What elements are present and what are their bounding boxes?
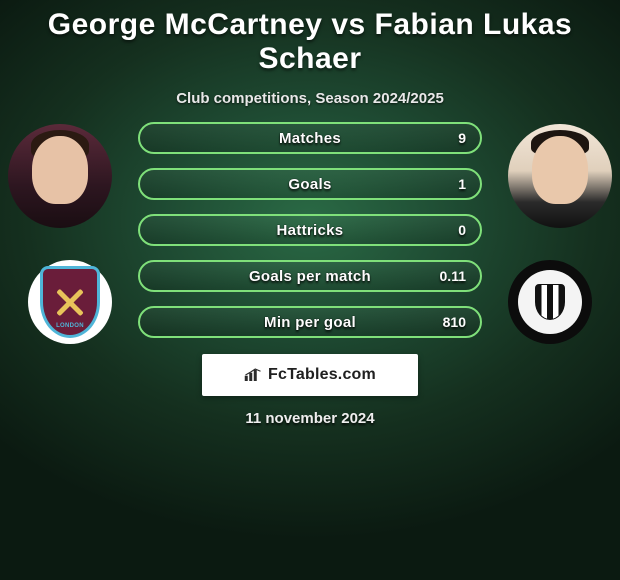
stat-value-right: 0.11	[440, 268, 466, 284]
stat-value-right: 0	[458, 222, 466, 238]
stat-value-right: 9	[458, 130, 466, 146]
stat-label: Matches	[279, 130, 341, 147]
stat-value-right: 1	[458, 176, 466, 192]
stat-label: Hattricks	[277, 222, 344, 239]
watermark: FcTables.com	[202, 354, 418, 396]
page-title: George McCartney vs Fabian Lukas Schaer	[0, 0, 620, 76]
avatar-head	[32, 136, 88, 204]
avatar-head	[532, 136, 588, 204]
stat-value-right: 810	[443, 314, 466, 330]
west-ham-badge: LONDON	[28, 260, 112, 344]
stat-row-goals: Goals 1	[138, 168, 482, 200]
player-right-photo	[508, 124, 612, 228]
comparison-card: George McCartney vs Fabian Lukas Schaer …	[0, 0, 620, 580]
stat-row-goals-per-match: Goals per match 0.11	[138, 260, 482, 292]
stat-label: Goals per match	[249, 268, 371, 285]
bar-chart-icon	[244, 368, 262, 382]
player-left-photo	[8, 124, 112, 228]
stat-row-hattricks: Hattricks 0	[138, 214, 482, 246]
stat-label: Min per goal	[264, 314, 356, 331]
watermark-text: FcTables.com	[268, 366, 376, 384]
stat-row-matches: Matches 9	[138, 122, 482, 154]
club-left-logo: LONDON	[28, 260, 112, 344]
subtitle: Club competitions, Season 2024/2025	[0, 90, 620, 107]
stats-list: Matches 9 Goals 1 Hattricks 0 Goals per …	[138, 122, 482, 338]
newcastle-badge	[508, 260, 592, 344]
date-label: 11 november 2024	[0, 410, 620, 427]
club-right-logo	[508, 260, 592, 344]
stat-row-min-per-goal: Min per goal 810	[138, 306, 482, 338]
stat-label: Goals	[288, 176, 331, 193]
